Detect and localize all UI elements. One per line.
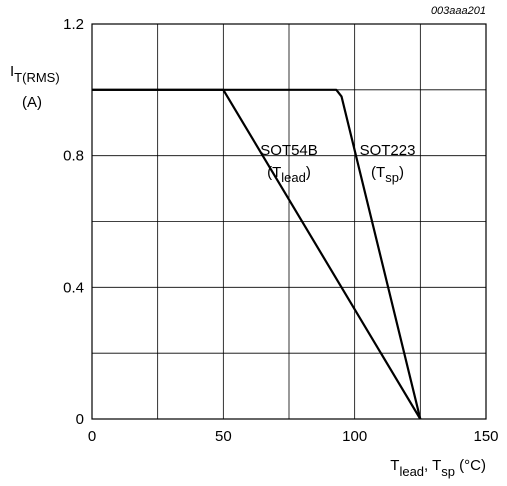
annotation-sot223: SOT223 (Tsp) bbox=[360, 142, 416, 185]
series-layer bbox=[92, 88, 422, 420]
series-line-sot223 bbox=[92, 88, 422, 420]
y-tick-label: 0.8 bbox=[63, 148, 84, 165]
annotations: SOT54B (Tlead) SOT223 (Tsp) bbox=[260, 142, 415, 185]
x-tick-label: 100 bbox=[342, 428, 367, 445]
y-tick-label: 0 bbox=[76, 411, 84, 428]
y-tick-label: 0.4 bbox=[63, 279, 84, 296]
y-axis-label: IT(RMS) bbox=[10, 63, 60, 85]
x-tick-label: 150 bbox=[473, 428, 498, 445]
grid-lines bbox=[92, 24, 486, 419]
plot-frame bbox=[91, 23, 487, 420]
figure-id: 003aaa201 bbox=[431, 5, 486, 17]
annotation-subtitle: (Tsp) bbox=[371, 164, 404, 185]
x-tick-label: 50 bbox=[215, 428, 232, 445]
y-axis-unit: (A) bbox=[22, 94, 42, 111]
tick-labels: 0 50 100 150 0 0.4 0.8 1.2 bbox=[63, 16, 498, 445]
series-line-sot54b bbox=[92, 88, 422, 420]
x-tick-label: 0 bbox=[88, 428, 96, 445]
annotation-name: SOT223 bbox=[360, 142, 416, 159]
annotation-name: SOT54B bbox=[260, 142, 318, 159]
x-axis-label: Tlead, Tsp (°C) bbox=[390, 457, 486, 479]
annotation-subtitle: (Tlead) bbox=[267, 164, 311, 185]
annotation-sot54b: SOT54B (Tlead) bbox=[260, 142, 318, 185]
y-tick-label: 1.2 bbox=[63, 16, 84, 33]
